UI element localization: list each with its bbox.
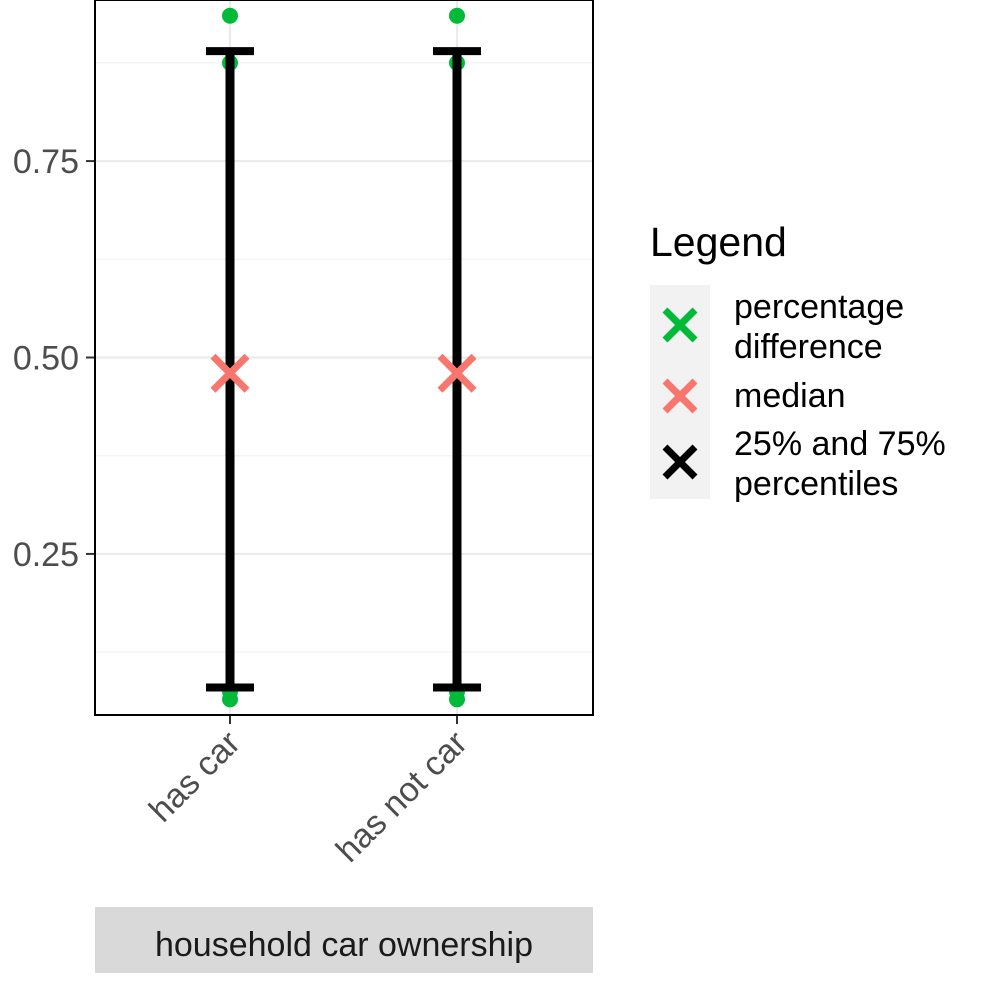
legend-entry-label: difference xyxy=(734,328,883,366)
y-tick-label: 0.25 xyxy=(13,536,79,574)
legend-title: Legend xyxy=(650,219,787,265)
y-tick-label: 0.50 xyxy=(13,340,79,378)
legend-entry-label: 25% and 75% xyxy=(734,425,946,463)
x-axis: has car has not car xyxy=(142,715,475,870)
panel-border xyxy=(94,0,594,716)
median-marker-stroke xyxy=(437,353,477,393)
legend-key-stroke xyxy=(662,307,698,343)
x-tick-label: has car xyxy=(142,724,248,830)
chart-marks xyxy=(206,7,481,708)
legend-key-x-icon xyxy=(662,444,698,480)
median-marker xyxy=(210,353,250,393)
percentage-difference-point xyxy=(222,691,238,708)
legend-key-x-icon xyxy=(662,307,698,343)
x-tick-label: has not car xyxy=(329,724,475,870)
median-marker-stroke xyxy=(210,353,250,393)
percentage-difference-point xyxy=(449,691,465,708)
median-marker xyxy=(437,353,477,393)
percentage-difference-point xyxy=(222,7,238,24)
legend-key-x-icon xyxy=(662,378,698,414)
legend-entry-label: median xyxy=(734,377,846,415)
legend-entry-label: percentage xyxy=(734,288,904,326)
strip-background xyxy=(95,907,593,973)
y-tick-label: 0.75 xyxy=(13,143,79,181)
y-axis: 0.25 0.50 0.75 xyxy=(13,143,95,574)
grid-lines xyxy=(95,0,593,715)
percentage-difference-point xyxy=(449,7,465,24)
legend-key-stroke xyxy=(662,444,698,480)
legend-entry-label: percentiles xyxy=(734,465,898,503)
legend-key-stroke xyxy=(662,378,698,414)
strip-label: household car ownership xyxy=(155,926,533,964)
